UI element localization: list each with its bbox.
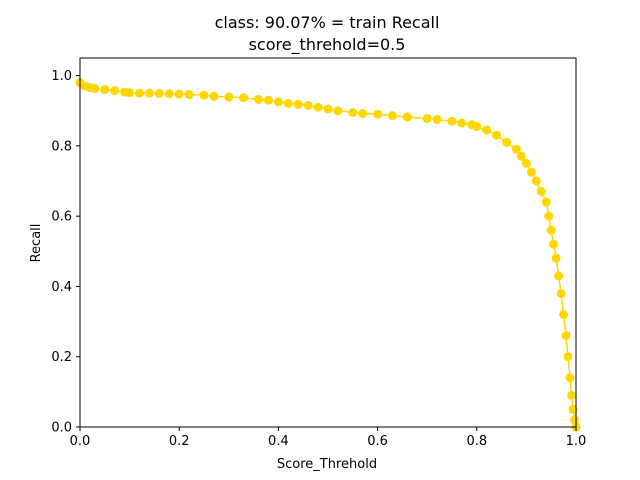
data-point xyxy=(184,90,194,100)
y-tick-label: 0.8 xyxy=(51,139,72,154)
y-tick-label: 0.6 xyxy=(51,210,72,225)
data-point xyxy=(544,211,554,221)
data-point xyxy=(323,104,333,114)
x-tick-label: 0.6 xyxy=(367,434,388,449)
data-point xyxy=(224,92,234,102)
data-point xyxy=(254,94,264,104)
data-point xyxy=(559,310,569,320)
data-point xyxy=(546,225,556,235)
data-point xyxy=(402,112,412,122)
data-point xyxy=(432,115,442,124)
data-point xyxy=(313,102,323,112)
data-point xyxy=(303,100,313,110)
y-tick-label: 0.2 xyxy=(51,350,72,365)
y-axis-label: Recall xyxy=(29,224,44,263)
data-point xyxy=(422,113,432,123)
data-point xyxy=(531,176,541,186)
data-point xyxy=(125,88,135,98)
chart-title: class: 90.07% = train Recall xyxy=(215,13,440,32)
x-tick-label: 1.0 xyxy=(566,434,587,449)
data-point xyxy=(273,97,283,107)
plot-area xyxy=(80,58,576,427)
plot-layer xyxy=(80,58,576,427)
data-point xyxy=(373,109,383,119)
data-point xyxy=(536,187,546,197)
data-point xyxy=(174,89,184,99)
x-tick-label: 0.2 xyxy=(169,434,190,449)
data-point xyxy=(100,85,110,95)
data-point xyxy=(239,93,249,103)
data-point xyxy=(135,88,145,98)
data-point xyxy=(502,137,512,147)
x-tick-label: 0.4 xyxy=(268,434,289,449)
data-point xyxy=(551,253,561,263)
y-tick-label: 1.0 xyxy=(51,69,72,84)
data-point xyxy=(283,98,293,108)
data-point xyxy=(164,89,174,99)
data-point xyxy=(110,86,120,96)
axes-frame xyxy=(79,57,577,428)
chart-subtitle: score_threhold=0.5 xyxy=(249,35,406,55)
data-point xyxy=(516,151,526,161)
data-point xyxy=(348,107,358,117)
data-point xyxy=(144,88,154,98)
data-point xyxy=(511,144,521,154)
x-axis-label: Score_Threhold xyxy=(277,457,377,472)
data-point xyxy=(263,95,273,105)
x-tick-label: 0.0 xyxy=(70,434,91,449)
data-point xyxy=(556,288,566,298)
data-point xyxy=(457,118,467,128)
data-point xyxy=(526,167,536,177)
data-point xyxy=(209,91,219,101)
series-layer xyxy=(75,78,581,432)
data-point xyxy=(561,331,571,341)
y-tick-label: 0.4 xyxy=(51,280,72,295)
axis-layer: 0.0 0.2 0.4 0.6 0.8 1.0 0.0 0.2 0.4 0.6 0.8 1.0 xyxy=(51,57,587,449)
data-point xyxy=(472,122,482,132)
data-point xyxy=(492,130,502,140)
data-point xyxy=(293,99,303,109)
data-point xyxy=(387,111,397,121)
data-point xyxy=(482,125,492,135)
x-tick-label: 0.8 xyxy=(466,434,487,449)
data-point xyxy=(554,271,564,281)
data-point xyxy=(199,90,209,100)
data-point xyxy=(521,158,531,168)
data-point xyxy=(567,390,577,400)
data-point xyxy=(333,106,343,116)
data-point xyxy=(447,116,457,126)
data-point xyxy=(563,352,573,362)
data-point xyxy=(90,84,100,94)
data-point xyxy=(570,415,580,425)
y-tick-label: 0.0 xyxy=(51,421,72,436)
data-point xyxy=(565,373,575,383)
data-point xyxy=(541,197,551,207)
data-point xyxy=(358,109,368,119)
data-point xyxy=(568,404,578,414)
data-point xyxy=(154,88,164,98)
data-point xyxy=(549,239,559,249)
